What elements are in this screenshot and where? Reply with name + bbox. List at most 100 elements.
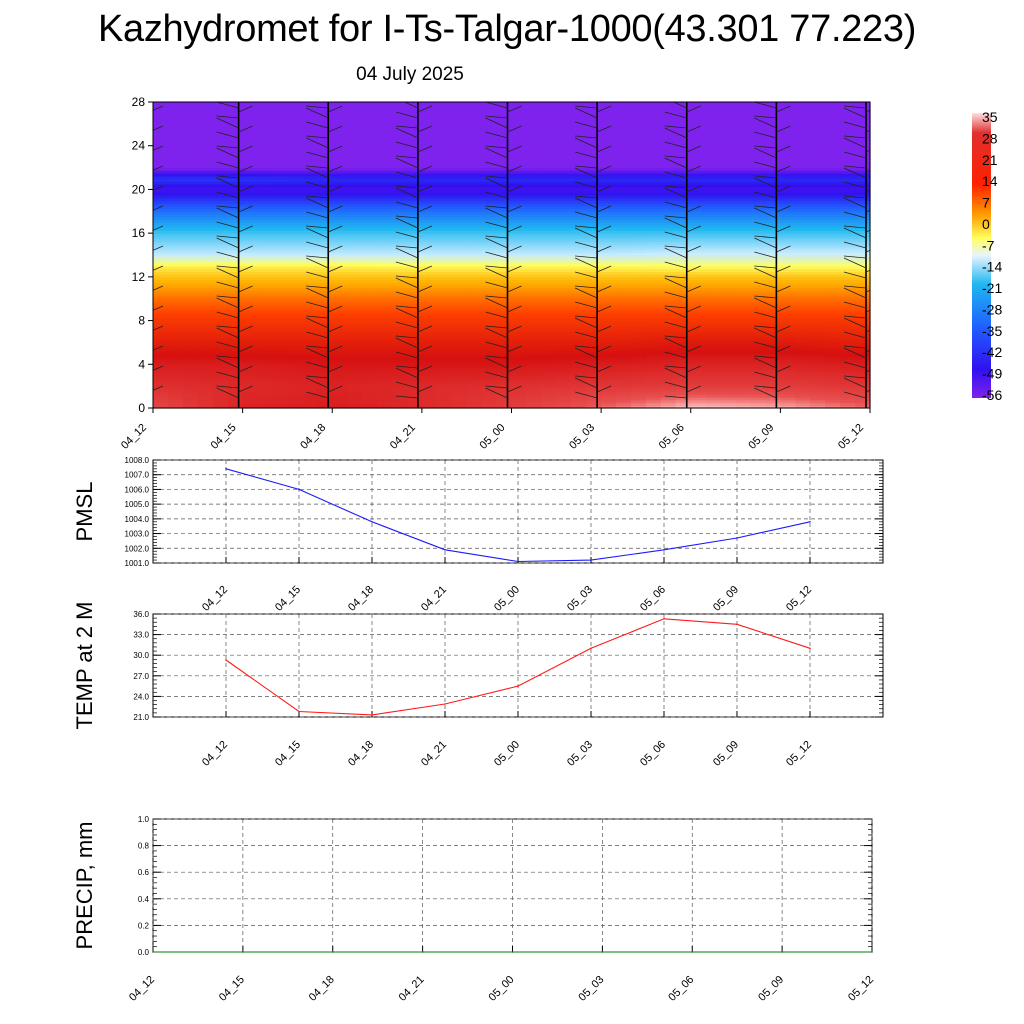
heatmap-cell [660,350,677,354]
heatmap-cell [257,315,274,319]
heatmap-cell [317,301,333,305]
heatmap-cell [287,145,303,150]
heatmap-cell [720,397,737,401]
heatmap-cell [481,383,498,387]
heatmap-cell [601,276,617,281]
heatmap-cell [317,200,333,204]
heatmap-cell [377,173,393,177]
heatmap-cell [242,219,259,223]
heatmap-cell [347,295,363,300]
heatmap-cell [347,287,363,292]
heatmap-cell [197,298,214,303]
heatmap-cell [645,304,662,308]
heatmap-cell [212,293,229,297]
heatmap-cell [511,162,528,166]
heatmap-cell [197,356,214,360]
heatmap-cell [197,123,214,128]
heatmap-cell [735,386,752,390]
heatmap-cell [645,189,662,193]
heatmap-cell [690,276,707,281]
heatmap-cell [392,200,408,204]
heatmap-cell [272,260,289,264]
heatmap-cell [541,183,557,188]
heatmap-cell [810,224,826,229]
heatmap-cell [227,102,244,106]
heatmap-cell [601,203,617,207]
heatmap-cell [451,175,468,180]
heatmap-cell [451,110,468,114]
heatmap-cell [631,274,647,278]
heatmap-cell [705,336,722,341]
heatmap-cell [317,151,333,155]
heatmap-cell [257,255,274,259]
heatmap-cell [481,323,498,327]
heatmap-cell [302,353,318,357]
heatmap-cell [197,159,214,163]
heatmap-cell [660,156,677,160]
heatmap-cell [153,173,169,177]
heatmap-cell [586,181,602,185]
heatmap-cell [257,115,274,119]
heatmap-cell [511,356,528,360]
heatmap-cell [735,107,752,111]
heatmap-cell [556,377,572,382]
heatmap-cell [451,347,468,352]
heatmap-cell [481,304,498,308]
heatmap-cell [332,208,348,212]
heatmap-cell [780,205,796,210]
heatmap-cell [541,405,557,409]
heatmap-cell [780,189,796,193]
heatmap-cell [631,118,647,122]
heatmap-cell [436,214,453,218]
heatmap-cell [526,320,542,324]
heatmap-cell [586,115,602,119]
heatmap-cell [332,233,348,237]
heatmap-cell [153,183,169,188]
heatmap-cell [272,203,289,207]
heatmap-cell [645,306,662,311]
heatmap-cell [511,383,528,387]
heatmap-cell [631,189,647,193]
heatmap-cell [362,183,378,188]
heatmap-cell [511,388,528,393]
heatmap-cell [496,312,513,316]
heatmap-cell [257,238,274,242]
heatmap-cell [765,282,781,286]
heatmap-cell [332,153,348,158]
heatmap-cell [167,178,184,182]
heatmap-cell [182,211,199,215]
heatmap-cell [631,388,647,393]
heatmap-cell [795,173,811,177]
heatmap-cell [795,224,811,229]
heatmap-cell [421,219,438,223]
heatmap-cell [660,148,677,152]
heatmap-cell [302,326,318,330]
heatmap-cell [257,197,274,201]
heatmap-cell [541,342,557,346]
heatmap-cell [377,326,393,330]
heatmap-cell [616,104,632,109]
heatmap-cell [690,148,707,152]
heatmap-cell [436,178,453,182]
heatmap-cell [660,377,677,382]
heatmap-cell [750,257,767,262]
heatmap-cell [735,304,752,308]
heatmap-cell [182,203,199,207]
heatmap-cell [197,107,214,111]
heatmap-cell [541,369,557,374]
heatmap-cell [705,164,722,169]
heatmap-cell [242,175,259,180]
heatmap-cell [511,279,528,283]
heatmap-cell [541,121,557,125]
heatmap-cell [406,183,423,188]
heatmap-cell [616,372,632,376]
heatmap-cell [227,290,244,294]
heatmap-cell [720,369,737,374]
heatmap-cell [675,367,692,371]
heatmap-cell [362,222,378,226]
heatmap-cell [556,356,572,360]
heatmap-cell [645,159,662,163]
heatmap-cell [451,164,468,169]
heatmap-cell [616,205,632,210]
heatmap-cell [182,342,199,346]
